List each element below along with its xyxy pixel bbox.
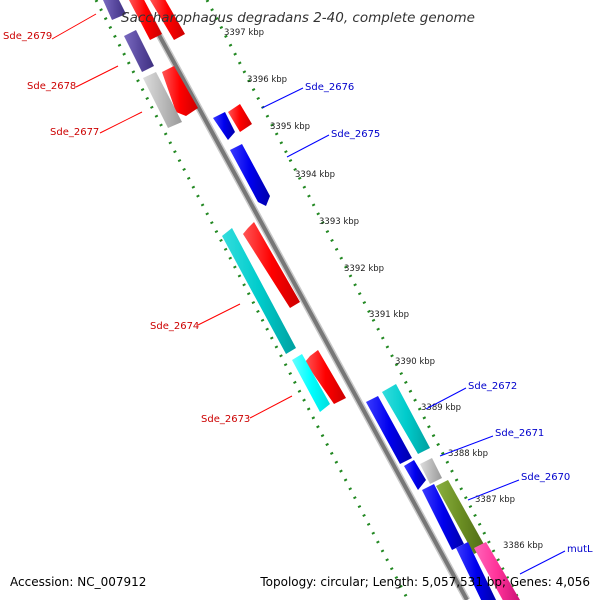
gene-label-sde2679[interactable]: Sde_2679	[3, 31, 52, 42]
reverse-strand-features	[103, 0, 520, 600]
leader-line	[197, 303, 241, 326]
feature-mutl[interactable]	[474, 542, 520, 600]
gene-label-sde2673[interactable]: Sde_2673	[201, 414, 250, 425]
gene-label-sde2678[interactable]: Sde_2678	[27, 81, 76, 92]
leader-line	[261, 87, 304, 109]
gene-label-sde2672[interactable]: Sde_2672	[468, 381, 517, 392]
feature-purple-mid[interactable]	[124, 30, 154, 72]
feature-sde2674-forward[interactable]	[243, 222, 300, 308]
scale-label: 3397 kbp	[224, 28, 264, 38]
feature-sde2670[interactable]	[436, 480, 486, 554]
map-title: Saccharophagus degradans 2-40, complete …	[121, 10, 475, 26]
feature-sde2677[interactable]	[143, 72, 182, 128]
leader-line	[99, 111, 143, 134]
scale-label: 3390 kbp	[395, 357, 435, 367]
feature-forward-top[interactable]	[150, 0, 185, 40]
leader-line	[425, 387, 467, 410]
scale-label: 3388 kbp	[448, 449, 488, 459]
feature-sde2670-reverse[interactable]	[422, 484, 464, 550]
scale-label: 3386 kbp	[503, 541, 543, 551]
forward-strand-features	[129, 0, 346, 404]
gene-label-sde2671[interactable]: Sde_2671	[495, 428, 544, 439]
feature-sde2678[interactable]	[162, 66, 198, 116]
topology-text: Topology: circular; Length: 5,057,531 bp…	[259, 575, 590, 589]
feature-sde2676-reverse[interactable]	[213, 112, 235, 140]
leader-line	[75, 65, 119, 88]
gene-label-sde2676[interactable]: Sde_2676	[305, 82, 354, 93]
feature-sde2676[interactable]	[228, 104, 252, 132]
feature-purple-top[interactable]	[103, 0, 126, 20]
feature-sde2671[interactable]	[420, 458, 442, 484]
scale-label: 3395 kbp	[270, 122, 310, 132]
right-dotted-track	[205, 0, 521, 600]
scale-label: 3389 kbp	[421, 403, 461, 413]
gene-label-sde2674[interactable]: Sde_2674	[150, 321, 199, 332]
scale-label: 3394 kbp	[295, 170, 335, 180]
leader-line	[249, 395, 293, 419]
feature-sde2679[interactable]	[129, 0, 162, 40]
feature-sde2672[interactable]	[382, 384, 430, 454]
accession-text: Accession: NC_007912	[10, 575, 146, 589]
right-gene-labels: Sde_2676 Sde_2675 Sde_2672 Sde_2671 Sde_…	[261, 82, 593, 575]
leader-line	[519, 550, 566, 575]
feature-sde2674[interactable]	[222, 228, 296, 354]
leader-line	[467, 479, 520, 501]
gene-label-mutl[interactable]: mutL	[567, 544, 593, 555]
feature-sde2673-forward[interactable]	[305, 350, 346, 404]
scale-label: 3396 kbp	[247, 75, 287, 85]
gene-label-sde2677[interactable]: Sde_2677	[50, 127, 99, 138]
scale-label: 3391 kbp	[369, 310, 409, 320]
feature-sde2672-reverse[interactable]	[366, 396, 412, 464]
genome-backbone	[138, 0, 469, 600]
leader-line	[51, 13, 97, 40]
left-gene-labels: Sde_2679 Sde_2678 Sde_2677 Sde_2674 Sde_…	[3, 13, 293, 425]
leader-line	[286, 134, 330, 158]
scale-labels: 3397 kbp 3396 kbp 3395 kbp 3394 kbp 3393…	[224, 28, 543, 551]
feature-sde2673[interactable]	[292, 354, 330, 412]
scale-label: 3392 kbp	[344, 264, 384, 274]
left-dotted-track	[94, 0, 410, 600]
feature-sde2675[interactable]	[230, 144, 270, 206]
feature-mutl-reverse[interactable]	[456, 542, 496, 600]
leader-line	[439, 435, 494, 457]
scale-label: 3387 kbp	[475, 495, 515, 505]
scale-label: 3393 kbp	[319, 217, 359, 227]
feature-sde2671-reverse[interactable]	[404, 460, 426, 490]
gene-label-sde2670[interactable]: Sde_2670	[521, 472, 570, 483]
gene-label-sde2675[interactable]: Sde_2675	[331, 129, 380, 140]
